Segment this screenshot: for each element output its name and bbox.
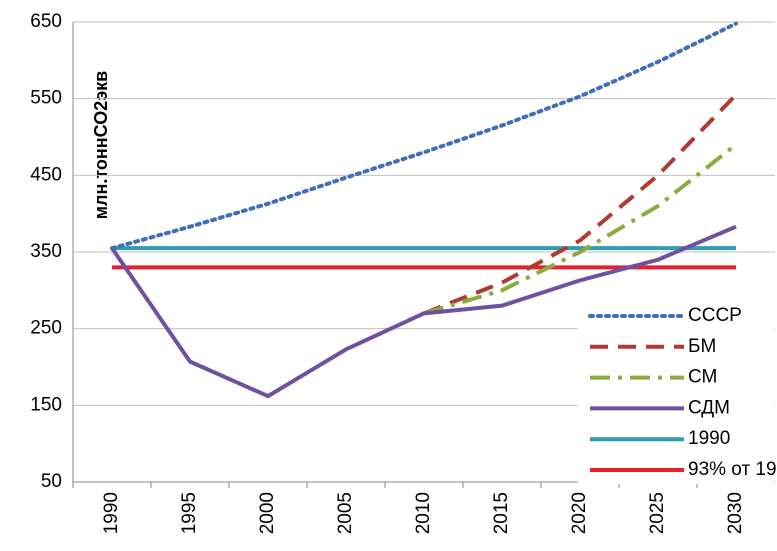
legend-label: СДМ (688, 397, 730, 418)
series-line (423, 93, 738, 316)
series-line (110, 224, 737, 399)
legend-label: СМ (688, 367, 717, 388)
legend-label: СССР (688, 305, 742, 326)
legend-label: 1990 (688, 428, 730, 449)
y-tick-label: 450 (30, 164, 62, 185)
y-tick-label: 550 (30, 88, 62, 109)
x-tick-label: 2005 (335, 492, 356, 534)
x-tick-label: 1995 (179, 492, 200, 534)
x-tick-label: 1990 (101, 492, 122, 534)
legend-label: БМ (688, 336, 716, 357)
x-tick-label: 2010 (413, 492, 434, 534)
legend-label: 93% от 1990 (688, 459, 777, 480)
x-tick-label: 2030 (725, 492, 746, 534)
y-axis-label: млн.тоннСО2экв (91, 71, 111, 220)
x-tick-label: 2025 (647, 492, 668, 534)
x-tick-label: 2000 (257, 492, 278, 534)
y-tick-label: 50 (41, 471, 62, 492)
x-tick-label: 2015 (491, 492, 512, 534)
series-line (423, 143, 738, 316)
y-tick-label: 650 (30, 11, 62, 32)
y-tick-label: 150 (30, 394, 62, 415)
x-tick-label: 2020 (569, 492, 590, 534)
y-tick-label: 350 (30, 241, 62, 262)
y-tick-label: 250 (30, 318, 62, 339)
series-line (110, 21, 738, 251)
